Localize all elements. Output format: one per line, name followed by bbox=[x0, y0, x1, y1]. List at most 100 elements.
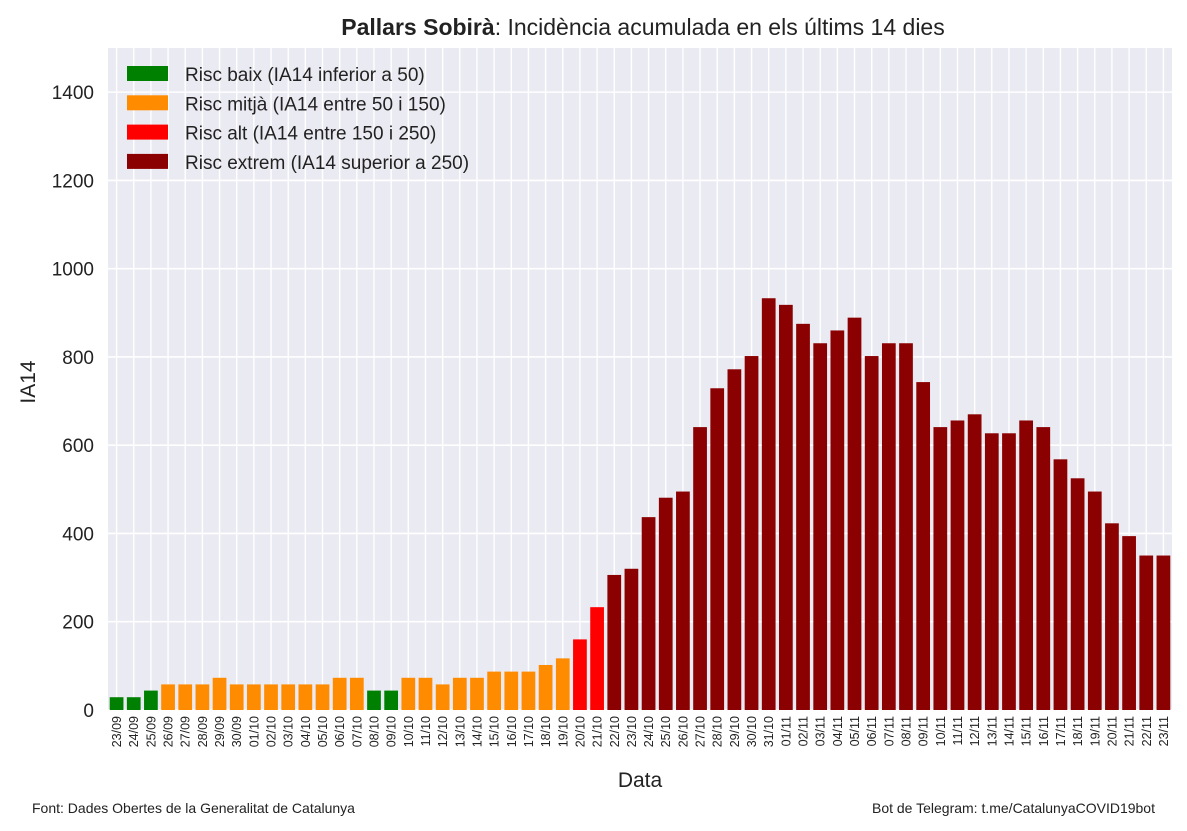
bar bbox=[504, 671, 519, 710]
x-tick-label: 03/10 bbox=[282, 716, 296, 747]
bar bbox=[693, 427, 707, 710]
x-tick-label: 21/10 bbox=[591, 716, 605, 747]
x-tick-label: 19/10 bbox=[556, 716, 570, 747]
bar bbox=[864, 356, 879, 710]
x-tick-label: 09/11 bbox=[917, 716, 931, 746]
x-tick-label: 14/10 bbox=[470, 716, 484, 747]
bar bbox=[229, 684, 244, 710]
bar bbox=[761, 298, 776, 710]
bar bbox=[1156, 555, 1171, 710]
x-tick-label: 20/11 bbox=[1105, 716, 1119, 746]
x-tick-label: 19/11 bbox=[1088, 716, 1102, 746]
x-tick-label: 17/10 bbox=[522, 716, 536, 747]
x-tick-label: 11/11 bbox=[951, 716, 965, 745]
x-tick-label: 05/11 bbox=[848, 716, 862, 746]
bar bbox=[264, 684, 278, 710]
bar bbox=[624, 568, 639, 710]
y-tick-label: 800 bbox=[62, 348, 94, 369]
chart-title: Pallars Sobirà: Incidència acumulada en … bbox=[341, 14, 944, 40]
bar bbox=[144, 690, 158, 710]
x-tick-label: 30/09 bbox=[230, 716, 244, 747]
x-tick-label: 21/11 bbox=[1123, 716, 1137, 746]
x-tick-label: 18/10 bbox=[539, 716, 553, 747]
bar bbox=[1036, 427, 1051, 710]
bar bbox=[349, 677, 364, 710]
bar bbox=[658, 497, 673, 710]
bar bbox=[418, 677, 433, 710]
y-tick-label: 1200 bbox=[52, 171, 94, 192]
bar bbox=[161, 684, 175, 710]
y-axis-label: IA14 bbox=[17, 360, 40, 404]
bar bbox=[796, 323, 810, 710]
bar bbox=[847, 317, 862, 710]
bar bbox=[555, 658, 570, 710]
x-tick-label: 07/11 bbox=[882, 716, 896, 746]
bar bbox=[487, 671, 501, 710]
x-tick-label: 30/10 bbox=[745, 716, 759, 747]
bar bbox=[779, 304, 793, 710]
bar bbox=[298, 684, 313, 710]
bar bbox=[607, 574, 622, 710]
legend-swatch bbox=[127, 95, 168, 111]
x-tick-label: 02/10 bbox=[265, 716, 279, 747]
x-tick-label: 01/10 bbox=[247, 716, 261, 747]
bar bbox=[1053, 459, 1068, 710]
bar bbox=[212, 677, 227, 710]
legend-label: Risc mitjà (IA14 entre 50 i 150) bbox=[185, 94, 446, 115]
bar bbox=[401, 677, 416, 710]
x-tick-label: 15/11 bbox=[1020, 716, 1034, 746]
bar bbox=[710, 388, 725, 710]
bars bbox=[109, 298, 1171, 710]
x-tick-label: 27/10 bbox=[694, 716, 708, 747]
x-tick-label: 08/10 bbox=[368, 716, 382, 747]
bar bbox=[641, 517, 656, 710]
x-tick-label: 08/11 bbox=[900, 716, 914, 746]
x-tick-label: 28/09 bbox=[196, 716, 210, 747]
bar bbox=[1139, 555, 1154, 710]
x-tick-label: 04/11 bbox=[831, 716, 845, 746]
x-tick-label: 06/11 bbox=[865, 716, 879, 746]
x-tick-label: 31/10 bbox=[762, 716, 776, 747]
bar bbox=[744, 356, 759, 710]
bar bbox=[727, 369, 742, 710]
bar bbox=[899, 343, 913, 710]
x-tick-label: 26/09 bbox=[162, 716, 176, 747]
bar bbox=[984, 433, 999, 710]
x-tick-label: 29/09 bbox=[213, 716, 227, 747]
y-tick-label: 0 bbox=[83, 701, 94, 722]
y-ticks: 0 200 400 600 800 1000 1200 1400 bbox=[52, 83, 94, 722]
x-tick-label: 15/10 bbox=[488, 716, 502, 747]
bar bbox=[332, 677, 347, 710]
bar bbox=[195, 684, 210, 710]
x-tick-label: 18/11 bbox=[1071, 716, 1085, 746]
y-tick-label: 400 bbox=[62, 524, 94, 545]
x-tick-label: 14/11 bbox=[1002, 716, 1016, 746]
bar bbox=[881, 343, 896, 710]
x-tick-label: 05/10 bbox=[316, 716, 330, 747]
y-tick-label: 200 bbox=[62, 613, 94, 634]
x-tick-label: 07/10 bbox=[350, 716, 364, 747]
bar bbox=[247, 684, 261, 710]
x-tick-label: 25/09 bbox=[144, 716, 158, 747]
bar bbox=[1019, 420, 1033, 710]
bar bbox=[916, 382, 931, 710]
bar bbox=[178, 684, 193, 710]
x-tick-label: 20/10 bbox=[573, 716, 587, 747]
x-ticks: 23/09 24/09 25/09 26/09 27/09 28/09 29/09 30/09… bbox=[110, 716, 1171, 747]
x-tick-label: 10/11 bbox=[934, 716, 948, 746]
x-tick-label: 29/10 bbox=[728, 716, 742, 747]
x-axis-label: Data bbox=[618, 769, 663, 792]
x-tick-label: 16/11 bbox=[1037, 716, 1051, 746]
bar bbox=[573, 639, 587, 710]
bar bbox=[1070, 478, 1085, 710]
bar bbox=[676, 491, 690, 710]
bar bbox=[933, 427, 948, 710]
x-tick-label: 24/09 bbox=[127, 716, 141, 747]
x-tick-label: 12/10 bbox=[436, 716, 450, 747]
footer-source: Font: Dades Obertes de la Generalitat de… bbox=[32, 800, 355, 816]
bar bbox=[813, 343, 828, 710]
x-tick-label: 28/10 bbox=[711, 716, 725, 747]
bar bbox=[126, 697, 141, 710]
bar bbox=[109, 697, 124, 710]
x-tick-label: 26/10 bbox=[676, 716, 690, 747]
